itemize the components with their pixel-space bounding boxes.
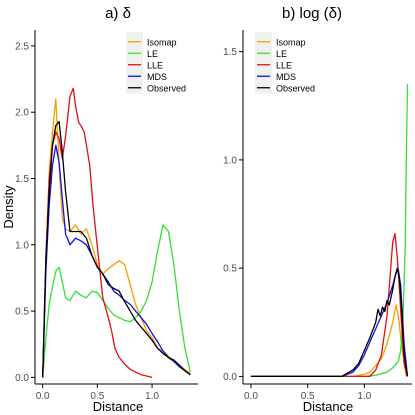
panel-a-legend-label-observed: Observed [147,83,186,93]
panel-b-x-axis-label: Distance [303,399,354,414]
panel-a-y-tick-label: 0.5 [15,307,29,318]
panel-a-x-ticks: 0.0 0.5 1.0 [36,384,159,402]
panel-a-y-tick-label: 1.5 [15,174,29,185]
panel-a-legend-label-lle: LLE [147,60,163,70]
panel-a-series-line-mds [42,144,191,378]
panel-b-x-tick-label: 1.0 [357,391,371,402]
panel-a-y-tick-label: 2.0 [15,108,29,119]
panel-a-y-tick-label: 1.0 [15,240,29,251]
panel-b-y-ticks: 0.0 0.5 1.0 1.5 [223,47,243,383]
panel-b-series-line-isomap [250,304,407,378]
panel-a-x-tick-label: 0.0 [36,391,50,402]
panel-b-y-tick-label: 1.0 [223,155,237,166]
panel-a-legend-label-le: LE [147,49,158,59]
panel-a-y-ticks: 0.0 0.5 1.0 1.5 2.0 2.5 [15,41,35,384]
panel-a-series-line-lle [42,87,153,379]
panel-b-legend-label-mds: MDS [276,72,296,82]
panel-b-series-line-observed [250,267,409,378]
panel-a-series-line-observed [42,120,191,378]
panel-a-y-tick-label: 0.0 [15,373,29,384]
panel-a: a) δ 0.0 0.5 1.0 0.0 0.5 1.0 1.5 2.0 2.5 Distan… [1,5,198,414]
panel-a-title: a) δ [105,5,131,22]
panel-a-legend-label-mds: MDS [147,72,167,82]
panel-b-legend-label-le: LE [276,49,287,59]
panel-b-series-line-mds [250,269,409,378]
panel-b-y-tick-label: 0.5 [223,264,237,275]
panel-b-legend-label-observed: Observed [276,83,315,93]
panel-b-legend-label-lle: LLE [276,60,292,70]
panel-b-x-ticks: 0.0 0.5 1.0 [244,384,372,402]
panel-a-legend-label-isomap: Isomap [147,37,177,47]
panel-b-x-tick-label: 0.5 [301,391,315,402]
panel-a-x-tick-label: 0.5 [90,391,104,402]
panel-b: b) log (δ) 0.0 0.5 1.0 0.0 0.5 1.0 1.5 Distan… [223,5,412,414]
panel-a-x-tick-label: 1.0 [145,391,159,402]
panel-b-series-line-le [250,84,409,378]
panel-a-legend-key-background [126,32,143,94]
panel-b-y-tick-label: 1.5 [223,47,237,58]
panel-b-legend-label-isomap: Isomap [276,37,306,47]
panel-a-series-line-le [42,224,191,378]
panel-b-series-line-lle [250,232,409,378]
panel-b-x-tick-label: 0.0 [244,391,258,402]
panel-a-x-axis-label: Distance [93,399,144,414]
panel-b-legend-key-background [255,32,272,94]
panel-b-series-lines [250,84,409,378]
panel-a-y-axis-label: Density [1,185,16,229]
panel-b-title: b) log (δ) [282,5,342,22]
panel-a-y-tick-label: 2.5 [15,41,29,52]
panel-b-y-tick-label: 0.0 [223,372,237,383]
panel-a-series-lines [42,87,191,379]
